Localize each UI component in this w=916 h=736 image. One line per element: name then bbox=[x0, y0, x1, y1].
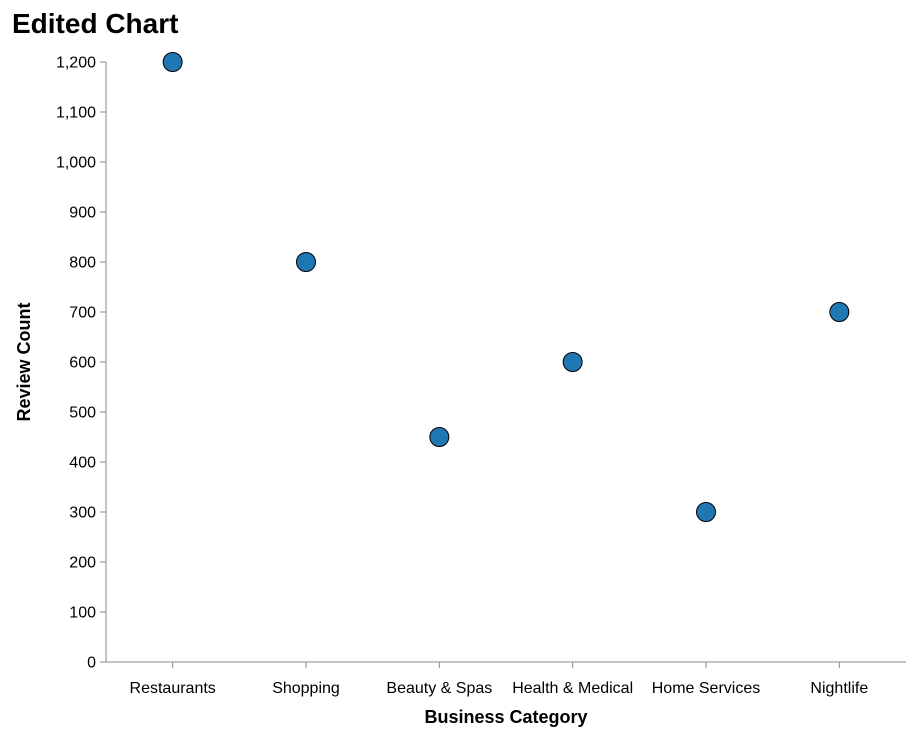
data-point bbox=[162, 52, 183, 72]
x-tick-label: Nightlife bbox=[810, 680, 868, 697]
y-tick-label: 400 bbox=[69, 455, 96, 472]
y-tick-label: 500 bbox=[69, 405, 96, 422]
x-axis: Restaurants Shopping Beauty & Spas Health &… bbox=[106, 661, 906, 697]
data-point bbox=[829, 302, 850, 322]
y-tick-label: 600 bbox=[69, 355, 96, 372]
data-point bbox=[696, 502, 716, 522]
y-tick-label: 1,000 bbox=[56, 155, 96, 172]
x-tick-label: Restaurants bbox=[130, 680, 216, 697]
x-tick-label: Shopping bbox=[272, 680, 340, 697]
y-axis: 0 100 200 300 400 500 600 700 800 900 1,000 1,100 1,… bbox=[56, 55, 107, 672]
y-tick-label: 900 bbox=[69, 205, 96, 222]
y-axis-title: Review Count bbox=[14, 302, 34, 421]
data-points bbox=[162, 52, 850, 522]
data-point bbox=[429, 427, 450, 447]
x-tick-label: Home Services bbox=[652, 680, 760, 697]
x-tick-label: Beauty & Spas bbox=[386, 680, 492, 697]
y-tick-label: 700 bbox=[69, 305, 96, 322]
y-tick-label: 800 bbox=[69, 255, 96, 272]
y-tick-label: 1,200 bbox=[56, 55, 96, 72]
y-tick-label: 0 bbox=[87, 655, 96, 672]
chart-title: Edited Chart bbox=[12, 8, 179, 39]
data-point bbox=[296, 252, 316, 272]
x-axis-title: Business Category bbox=[424, 707, 587, 727]
y-tick-label: 200 bbox=[69, 555, 96, 572]
x-tick-label: Health & Medical bbox=[512, 680, 633, 697]
y-tick-label: 1,100 bbox=[56, 105, 96, 122]
y-tick-label: 300 bbox=[69, 505, 96, 522]
y-tick-label: 100 bbox=[69, 605, 96, 622]
data-point bbox=[562, 352, 583, 372]
